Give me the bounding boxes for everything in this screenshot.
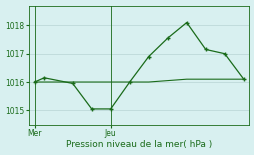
X-axis label: Pression niveau de la mer( hPa ): Pression niveau de la mer( hPa ) bbox=[66, 140, 212, 149]
